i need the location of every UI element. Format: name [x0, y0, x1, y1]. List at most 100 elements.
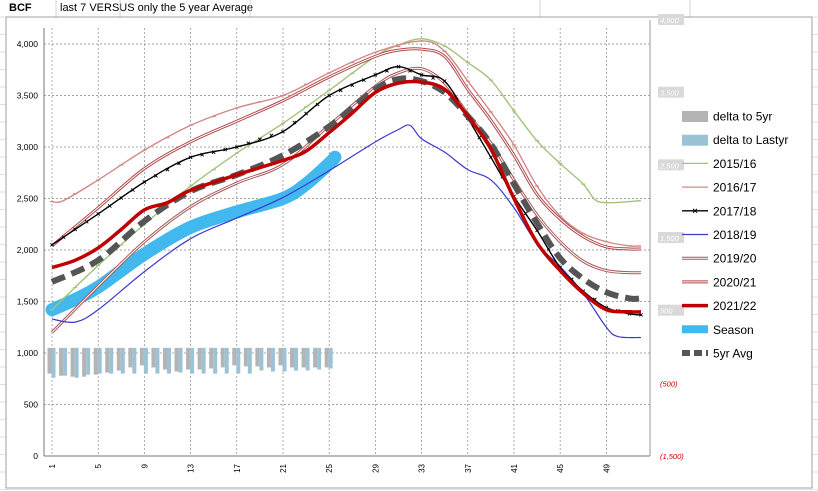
delta-to-lastyr-bar: [109, 347, 114, 374]
y2-tick-label: (500): [660, 379, 678, 388]
series-marker: [200, 152, 205, 157]
series-marker: [442, 79, 447, 83]
series-marker: [327, 93, 332, 98]
series-marker: [96, 212, 101, 216]
x-tick-label: 29: [371, 463, 380, 472]
legend-label: 2017/18: [713, 204, 757, 218]
y-tick-label: 2,000: [17, 245, 39, 255]
legend-label: 2018/19: [713, 228, 757, 242]
series-marker: [154, 173, 158, 178]
y-tick-label: 3,000: [17, 142, 39, 152]
series-marker: [130, 188, 135, 192]
delta-to-5yr-bar: [186, 347, 191, 370]
chart-subtitle: last 7 VERSUS only the 5 year Average: [60, 2, 254, 14]
delta-to-lastyr-bar: [97, 347, 102, 374]
delta-to-5yr-bar: [59, 347, 64, 376]
x-tick-label: 37: [464, 463, 473, 472]
delta-to-5yr-bar: [266, 347, 271, 368]
delta-to-lastyr-bar: [247, 347, 252, 374]
delta-to-lastyr-bar: [190, 347, 195, 374]
delta-to-5yr-bar: [209, 347, 214, 369]
delta-to-5yr-bar: [93, 347, 98, 375]
series-marker: [488, 155, 493, 160]
legend-marker: [692, 208, 698, 214]
series-marker: [269, 133, 274, 138]
legend-item-2020-21: 2020/21: [682, 275, 757, 289]
series-line-inner: [51, 48, 642, 250]
season-line: [45, 150, 342, 317]
y-tick-label: 1,000: [17, 348, 39, 358]
series-line-inner: [51, 67, 642, 333]
delta-to-5yr-bar: [162, 347, 167, 370]
delta-to-lastyr-bar: [317, 347, 322, 370]
series-marker: [177, 161, 181, 166]
legend-item-2021-22: 2021/22: [682, 299, 757, 313]
series-2016-17: [50, 40, 642, 247]
series-marker: [419, 72, 424, 77]
delta-to-lastyr-bar: [143, 347, 148, 374]
x-tick-label: 33: [418, 463, 427, 472]
series-line: [51, 40, 642, 247]
legend-item-2015-16: 2015/16: [682, 157, 757, 171]
delta-to-lastyr-bar: [224, 347, 229, 374]
legend-label: delta to 5yr: [713, 110, 772, 124]
series-season: [45, 150, 342, 317]
legend-item-delta-5yr: delta to 5yr: [682, 110, 772, 124]
y2-tick-background: [658, 232, 684, 243]
legend-item-season: Season: [682, 323, 754, 337]
series-marker: [281, 129, 285, 134]
chart-area: [5, 16, 813, 489]
series-marker: [142, 180, 147, 184]
y2-tick-label: 500: [660, 307, 673, 316]
delta-to-lastyr-bar: [155, 347, 160, 374]
cell-label: BCF: [9, 2, 32, 14]
delta-to-lastyr-bar: [201, 347, 206, 374]
series-marker: [396, 64, 401, 69]
series-marker: [188, 155, 193, 160]
delta-to-5yr-bar: [47, 347, 52, 374]
y2-tick-label: (1,500): [660, 452, 684, 461]
series-marker: [361, 78, 366, 82]
series-marker: [408, 68, 412, 73]
delta-to-5yr-bar: [70, 347, 75, 377]
legend-swatch: [682, 111, 708, 122]
series-line: [51, 79, 642, 314]
legend-item-2016-17: 2016/17: [682, 181, 757, 195]
delta-to-5yr-bar: [313, 347, 318, 368]
x-tick-label: 41: [510, 463, 519, 472]
legend-swatch: [682, 134, 708, 146]
delta-to-5yr-bar: [278, 347, 283, 366]
delta-to-lastyr-bar: [178, 347, 183, 373]
legend-item-5yr-avg: 5yr Avg: [682, 347, 753, 361]
series-marker: [246, 141, 251, 146]
y-tick-label: 4,000: [17, 39, 39, 49]
legend-item-2018-19: 2018/19: [682, 228, 757, 242]
series-marker: [50, 242, 54, 247]
series-marker: [385, 68, 389, 73]
y2-tick-label: 2,500: [659, 161, 680, 170]
y2-tick-label: 3,500: [660, 89, 680, 98]
series-marker: [223, 147, 228, 152]
y-tick-label: 500: [24, 400, 38, 410]
y-tick-label: 1,500: [17, 297, 39, 307]
delta-to-5yr-bar: [151, 347, 156, 368]
y-tick-label: 0: [33, 451, 38, 461]
series-2019-20: [50, 66, 642, 334]
x-tick-label: 25: [325, 463, 334, 472]
y2-tick-label: 4,500: [660, 16, 680, 25]
legend-item-2019-20: 2019/20: [682, 252, 757, 266]
y2-tick-background: [658, 304, 684, 316]
legend-label: 2019/20: [713, 252, 757, 266]
series-marker: [477, 135, 482, 140]
delta-to-lastyr-bar: [166, 347, 171, 374]
delta-to-lastyr-bar: [120, 347, 125, 374]
series-marker: [373, 72, 378, 77]
series-marker: [84, 219, 89, 224]
delta-to-lastyr-bar: [259, 347, 264, 371]
series-marker: [73, 227, 78, 232]
delta-to-lastyr-bar: [282, 347, 287, 372]
legend-item-delta-lastyr: delta to Lastyr: [682, 133, 788, 147]
series-marker: [639, 312, 643, 317]
